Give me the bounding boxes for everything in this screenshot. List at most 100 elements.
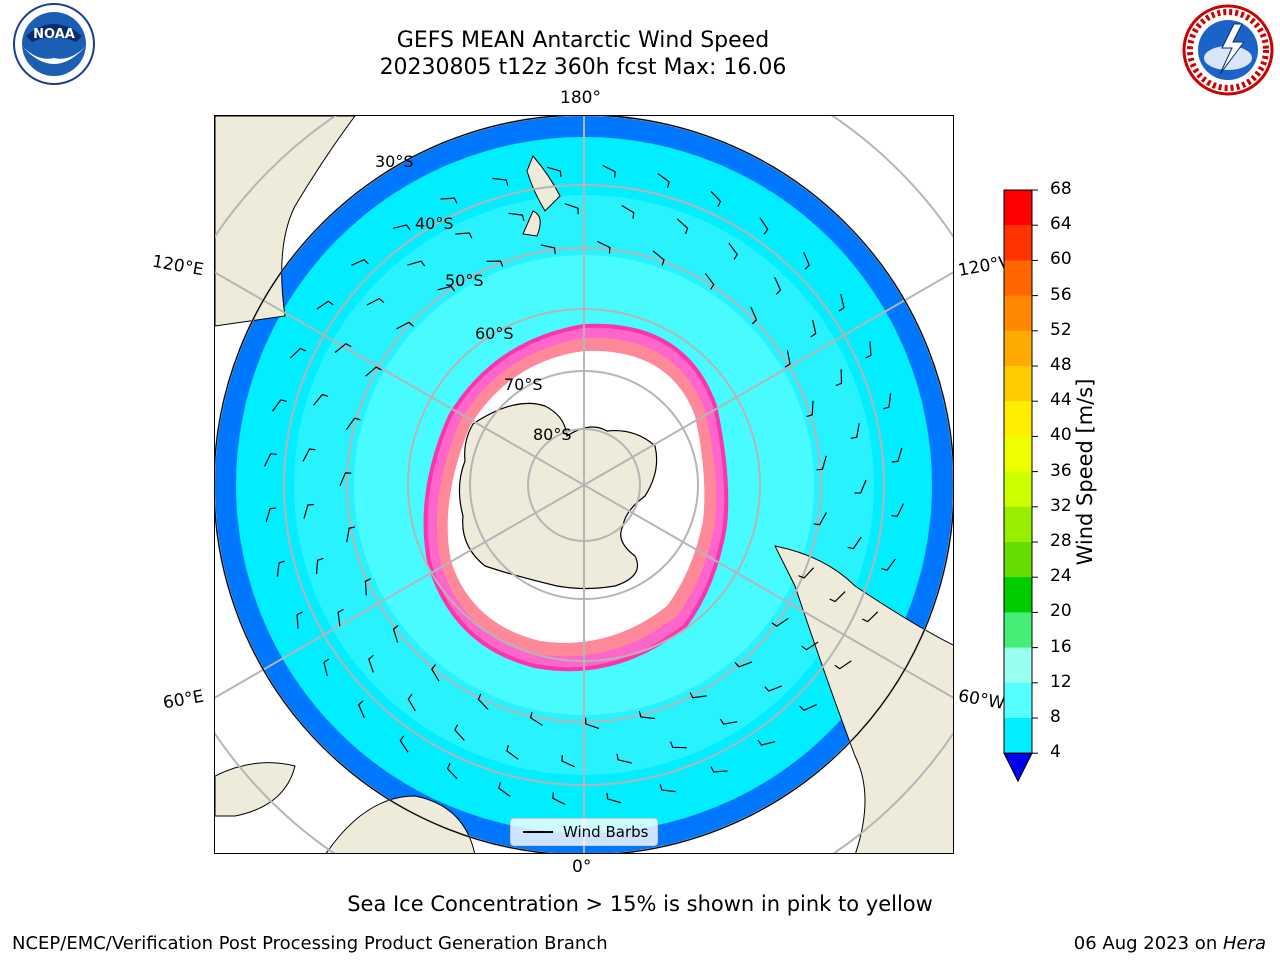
wind-barb	[865, 341, 872, 359]
lat-label-80s: 80°S	[533, 425, 572, 444]
wind-barb	[454, 724, 465, 741]
wind-barb	[431, 664, 440, 682]
wind-barb	[337, 608, 344, 627]
wind-barb	[689, 692, 707, 699]
wind-barb	[750, 306, 758, 325]
wind-barb	[437, 285, 456, 292]
footer-machine: Hera	[1222, 933, 1266, 954]
colorbar-tick-label: 48	[1050, 355, 1072, 375]
colorbar	[1003, 189, 1038, 783]
colorbar-tick-label: 52	[1050, 319, 1072, 340]
colorbar-tick-label: 20	[1050, 601, 1072, 622]
wind-barb	[891, 447, 903, 463]
colorbar-tick-label: 12	[1050, 671, 1072, 692]
polar-map	[215, 116, 953, 853]
wind-barb	[561, 754, 575, 768]
wind-barb	[477, 693, 489, 710]
colorbar-tick-label: 40	[1050, 425, 1072, 446]
colorbar-segment	[1004, 647, 1032, 684]
wind-barb	[351, 258, 369, 266]
wind-barb	[272, 399, 287, 412]
lat-label-40s: 40°S	[415, 214, 454, 233]
wind-barb	[757, 739, 776, 746]
wind-barb	[810, 319, 817, 338]
wind-barb	[659, 784, 676, 793]
lat-label-70s: 70°S	[504, 375, 543, 394]
wind-barb	[771, 617, 789, 627]
wind-barb	[816, 455, 827, 471]
wind-barb	[881, 558, 896, 571]
wind-barb	[838, 293, 845, 312]
colorbar-tick-label: 24	[1050, 566, 1072, 587]
wind-barb	[345, 417, 361, 430]
colorbar-tick-label: 32	[1050, 495, 1072, 516]
colorbar-tick-label: 64	[1050, 214, 1072, 235]
wind-barb	[346, 526, 356, 543]
wind-barb	[546, 166, 562, 178]
map-title-line2: 20230805 t12z 360h fcst Max: 16.06	[379, 55, 787, 80]
wind-barb	[399, 735, 409, 753]
wind-barb	[621, 204, 635, 219]
map-legend: Wind Barbs	[510, 818, 658, 846]
colorbar-segment	[1004, 471, 1032, 508]
colorbar-tick-label: 4	[1050, 742, 1061, 763]
colorbar-segment	[1004, 295, 1032, 332]
colorbar-tick-label: 28	[1050, 531, 1072, 551]
wind-barb	[704, 272, 715, 290]
wind-barb	[597, 240, 611, 254]
wind-barb	[759, 217, 769, 235]
map-title-line1: GEFS MEAN Antarctic Wind Speed	[396, 28, 770, 53]
wind-barb	[364, 578, 372, 596]
colorbar-ticks: 68 64 60 56 52 48 44 40 36 32 28 24 20 16 12 8 4	[1050, 179, 1110, 770]
colorbar-extend-arrow	[1003, 752, 1033, 783]
footer-date: 06 Aug 2023 on	[1073, 933, 1223, 954]
colorbar-segment	[1004, 260, 1032, 297]
wind-barb	[455, 232, 473, 239]
wind-barb	[710, 766, 728, 773]
wind-barb	[313, 393, 329, 406]
colorbar-segment	[1004, 225, 1032, 261]
wind-barb	[357, 700, 365, 718]
colorbar-tick-label: 36	[1050, 460, 1072, 481]
wind-barb	[339, 472, 352, 487]
wind-barb	[323, 658, 330, 677]
wind-barb	[276, 560, 285, 577]
lon-label-bottom: 0°	[572, 857, 592, 877]
wind-barb	[764, 685, 783, 692]
nws-logo-icon	[1182, 4, 1274, 96]
wind-barb	[366, 297, 385, 306]
wind-barb	[798, 567, 815, 579]
footer-right: 06 Aug 2023 on Hera	[1074, 933, 1266, 954]
noaa-logo-icon: NOAA	[13, 3, 95, 85]
sea-ice-caption: Sea Ice Concentration > 15% is shown in …	[347, 892, 933, 916]
wind-barb	[670, 741, 687, 749]
wind-barb	[303, 503, 314, 519]
graticule	[215, 116, 953, 853]
wind-barb	[784, 350, 791, 368]
wind-barb	[265, 507, 277, 523]
wind-barb	[498, 782, 511, 797]
wind-barb	[854, 479, 867, 494]
wind-barb	[728, 242, 738, 260]
wind-barb	[440, 197, 458, 204]
footer-left: NCEP/EMC/Verification Post Processing Pr…	[12, 933, 608, 954]
wind-barb-legend-icon	[523, 831, 553, 833]
wind-barb	[564, 203, 579, 215]
wind-barb	[296, 611, 303, 629]
wind-barb	[446, 762, 458, 780]
lat-label-50s: 50°S	[445, 271, 484, 290]
wind-barb	[407, 693, 416, 712]
wind-barb	[365, 366, 382, 377]
wind-barb	[891, 503, 905, 517]
wind-barb	[719, 718, 738, 725]
wind-barb	[710, 190, 722, 208]
wind-barb	[552, 792, 566, 806]
wind-barb	[734, 661, 753, 668]
wind-barb	[392, 624, 399, 643]
wind-barb	[334, 342, 352, 353]
wind-barb	[585, 717, 600, 730]
wind-barb	[850, 423, 860, 439]
colorbar-segment	[1004, 330, 1032, 367]
wind-barb	[289, 347, 307, 359]
wind-barb	[834, 660, 852, 670]
